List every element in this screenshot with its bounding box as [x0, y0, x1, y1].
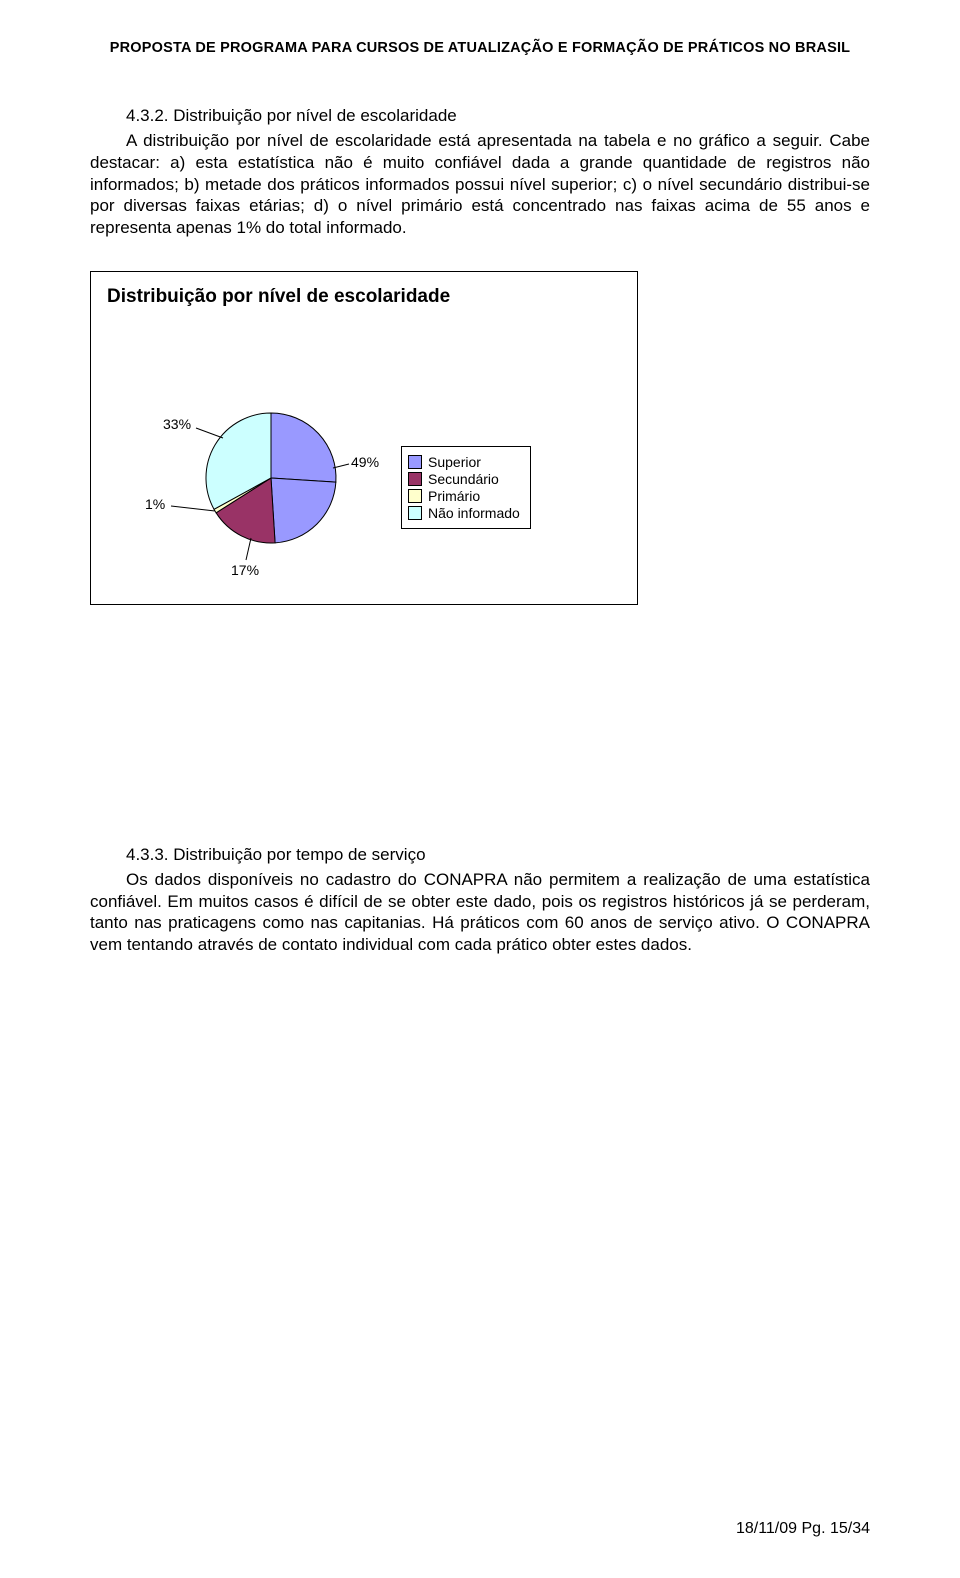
legend-swatch-nao-informado [408, 506, 422, 520]
section-432-paragraph: A distribuição por nível de escolaridade… [90, 130, 870, 239]
section-433: 4.3.3. Distribuição por tempo de serviço… [90, 845, 870, 956]
pie-slice-superior-b [271, 478, 336, 543]
legend-label-secundario: Secundário [428, 471, 499, 487]
page-footer: 18/11/09 Pg. 15/34 [736, 1520, 870, 1538]
pie-chart-title: Distribuição por nível de escolaridade [107, 286, 627, 308]
legend-swatch-secundario [408, 472, 422, 486]
pie-legend: Superior Secundário Primário Não informa… [401, 446, 531, 529]
pie-label-33: 33% [163, 416, 191, 432]
pie-slice-superior [271, 413, 336, 482]
legend-label-primario: Primário [428, 488, 480, 504]
legend-swatch-superior [408, 455, 422, 469]
pie-label-49: 49% [351, 454, 379, 470]
section-433-paragraph: Os dados disponíveis no cadastro do CONA… [90, 869, 870, 956]
pie-chart-body: 49% 17% 1% 33% Superior Secundário Primá… [101, 378, 627, 598]
pie-chart-frame: Distribuição por nível de escolaridade [90, 271, 638, 605]
legend-row-primario: Primário [408, 488, 520, 504]
page-container: PROPOSTA DE PROGRAMA PARA CURSOS DE ATUA… [0, 0, 960, 1578]
section-432: 4.3.2. Distribuição por nível de escolar… [90, 106, 870, 239]
legend-label-nao-informado: Não informado [428, 505, 520, 521]
pie-label-17: 17% [231, 562, 259, 578]
legend-label-superior: Superior [428, 454, 481, 470]
document-header: PROPOSTA DE PROGRAMA PARA CURSOS DE ATUA… [90, 40, 870, 56]
section-432-heading: 4.3.2. Distribuição por nível de escolar… [126, 106, 870, 126]
leader-1 [171, 506, 215, 511]
legend-row-nao-informado: Não informado [408, 505, 520, 521]
section-433-heading: 4.3.3. Distribuição por tempo de serviço [126, 845, 870, 865]
legend-row-secundario: Secundário [408, 471, 520, 487]
pie-label-1: 1% [145, 496, 165, 512]
leader-33 [196, 428, 223, 438]
legend-row-superior: Superior [408, 454, 520, 470]
leader-17 [246, 538, 251, 560]
pie-chart-area: 49% 17% 1% 33% [101, 378, 401, 598]
legend-swatch-primario [408, 489, 422, 503]
